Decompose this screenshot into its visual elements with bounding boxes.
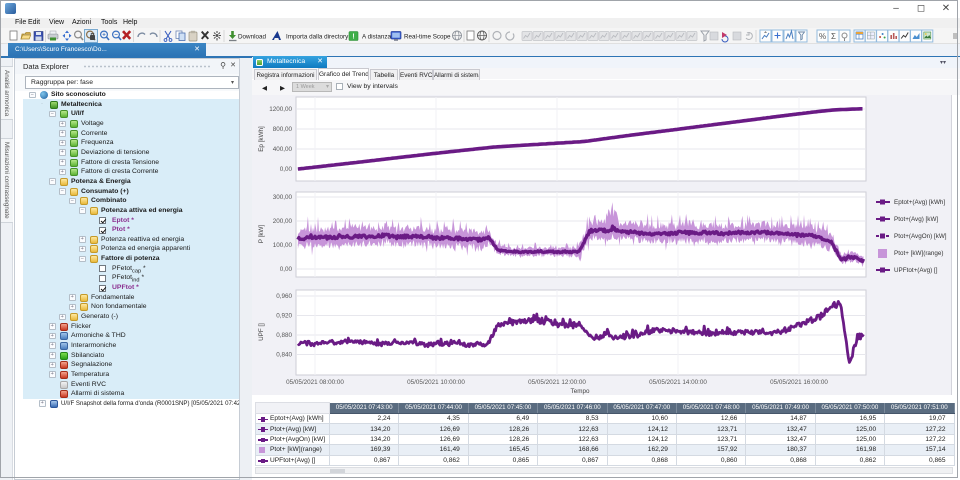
svg-text:100,00: 100,00 <box>273 242 293 249</box>
svg-text:0,00: 0,00 <box>280 166 293 173</box>
svg-text:Ep [kWh]: Ep [kWh] <box>258 126 265 152</box>
svg-text:Download: Download <box>238 34 267 41</box>
svg-text:05/05/2021 10:00:00: 05/05/2021 10:00:00 <box>407 379 465 386</box>
svg-text:Eptot+(Avg) [kWh]: Eptot+(Avg) [kWh] <box>894 199 945 206</box>
svg-text:0,920: 0,920 <box>276 313 292 320</box>
svg-text:A distanza: A distanza <box>362 34 392 41</box>
svg-text:Tempo: Tempo <box>571 388 590 395</box>
svg-text:0,960: 0,960 <box>276 293 292 300</box>
svg-text:Σ: Σ <box>831 32 836 41</box>
svg-text:Importa dalla directory: Importa dalla directory <box>286 34 349 41</box>
svg-text:Ptot+(Avg) [kW]: Ptot+(Avg) [kW] <box>894 216 938 223</box>
svg-text:Ptot+ [kW](range): Ptot+ [kW](range) <box>894 250 944 257</box>
svg-text:−: − <box>114 33 118 39</box>
svg-text:Ptot+(AvgOn) [kW]: Ptot+(AvgOn) [kW] <box>894 233 947 240</box>
svg-text:800,00: 800,00 <box>273 126 293 133</box>
svg-text:UPFtot+(Avg) []: UPFtot+(Avg) [] <box>894 267 938 274</box>
svg-text:400,00: 400,00 <box>273 146 293 153</box>
svg-text:P [kW]: P [kW] <box>258 225 265 244</box>
svg-text:UPF []: UPF [] <box>258 323 265 341</box>
svg-text:0,00: 0,00 <box>280 266 293 273</box>
svg-text:1200,00: 1200,00 <box>269 106 292 113</box>
svg-text:+: + <box>102 33 106 39</box>
svg-text:Real-time Scope: Real-time Scope <box>404 34 451 41</box>
svg-text:05/05/2021 12:00:00: 05/05/2021 12:00:00 <box>528 379 586 386</box>
svg-text:%: % <box>819 32 826 41</box>
svg-text:300,00: 300,00 <box>273 194 293 201</box>
svg-text:0,840: 0,840 <box>276 352 292 359</box>
svg-text:05/05/2021 08:00:00: 05/05/2021 08:00:00 <box>286 379 344 386</box>
svg-text:05/05/2021 16:00:00: 05/05/2021 16:00:00 <box>770 379 828 386</box>
svg-text:0,880: 0,880 <box>276 332 292 339</box>
svg-text:!: ! <box>352 34 354 41</box>
svg-text:05/05/2021 14:00:00: 05/05/2021 14:00:00 <box>649 379 707 386</box>
svg-text:200,00: 200,00 <box>273 218 293 225</box>
